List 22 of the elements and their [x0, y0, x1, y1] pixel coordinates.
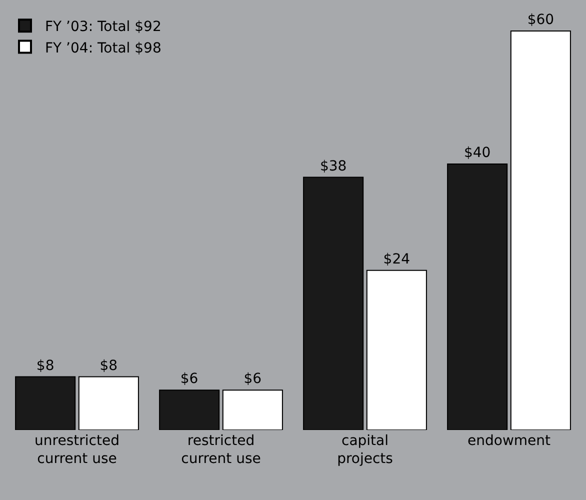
bar — [366, 270, 427, 430]
bar — [15, 376, 76, 430]
bar — [447, 164, 508, 430]
data-label: $6 — [244, 371, 262, 388]
bar — [222, 390, 283, 430]
bar — [510, 30, 571, 430]
x-tick-label: unrestricted current use — [34, 433, 120, 468]
bar — [159, 390, 220, 430]
bar — [303, 176, 364, 430]
bar — [78, 376, 139, 430]
data-label: $8 — [36, 358, 54, 374]
x-tick-label: capital projects — [337, 433, 393, 468]
x-tick-label: endowment — [467, 433, 552, 449]
data-label: $6 — [180, 371, 198, 388]
data-label: $8 — [100, 358, 118, 374]
legend-label: FY ’04: Total $98 — [45, 40, 162, 56]
data-label: $38 — [320, 158, 347, 174]
data-label: $60 — [527, 12, 554, 28]
x-tick-label: restricted current use — [181, 433, 261, 468]
data-label: $40 — [464, 145, 491, 161]
data-label: $24 — [383, 251, 410, 268]
legend-label: FY ’03: Total $92 — [45, 19, 162, 36]
